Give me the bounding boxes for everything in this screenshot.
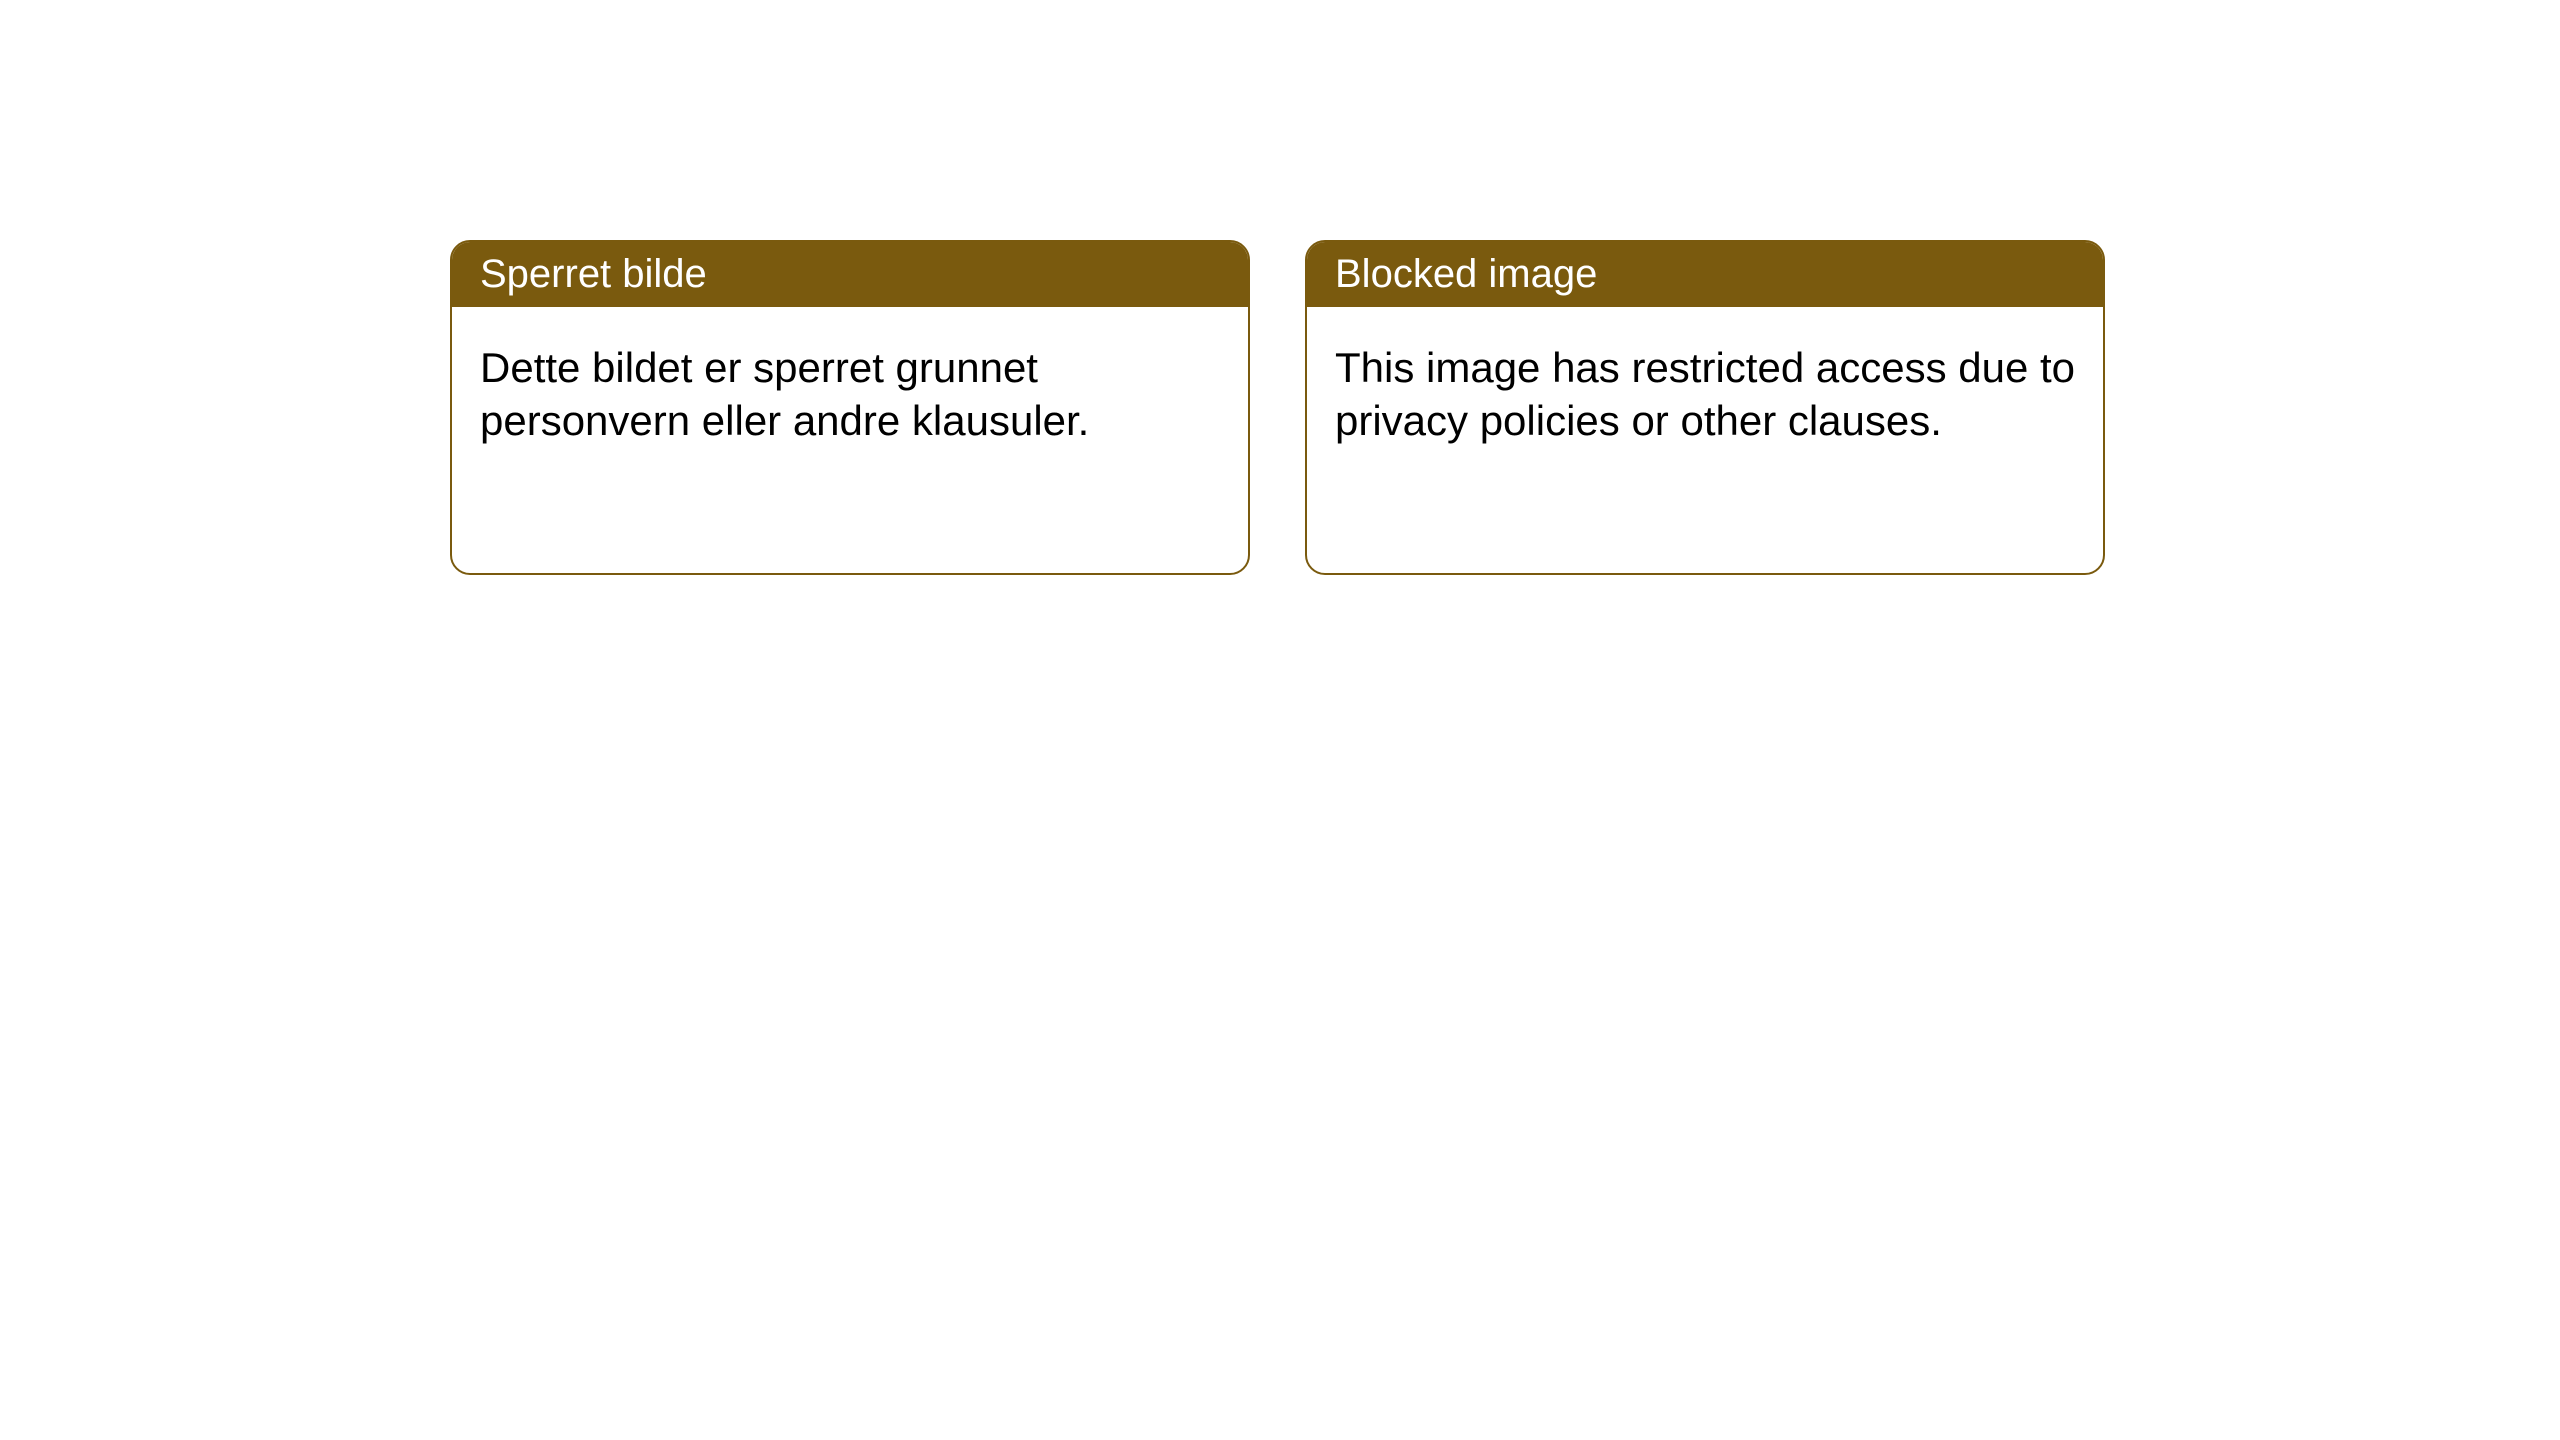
notice-card-norwegian: Sperret bilde Dette bildet er sperret gr… xyxy=(450,240,1250,575)
card-body-text: Dette bildet er sperret grunnet personve… xyxy=(480,344,1089,444)
card-body-text: This image has restricted access due to … xyxy=(1335,344,2075,444)
card-body: This image has restricted access due to … xyxy=(1307,307,2103,482)
card-header: Sperret bilde xyxy=(452,242,1248,307)
notice-card-english: Blocked image This image has restricted … xyxy=(1305,240,2105,575)
card-title: Sperret bilde xyxy=(480,252,707,296)
notice-cards-container: Sperret bilde Dette bildet er sperret gr… xyxy=(450,240,2105,575)
card-header: Blocked image xyxy=(1307,242,2103,307)
card-title: Blocked image xyxy=(1335,252,1597,296)
card-body: Dette bildet er sperret grunnet personve… xyxy=(452,307,1248,482)
